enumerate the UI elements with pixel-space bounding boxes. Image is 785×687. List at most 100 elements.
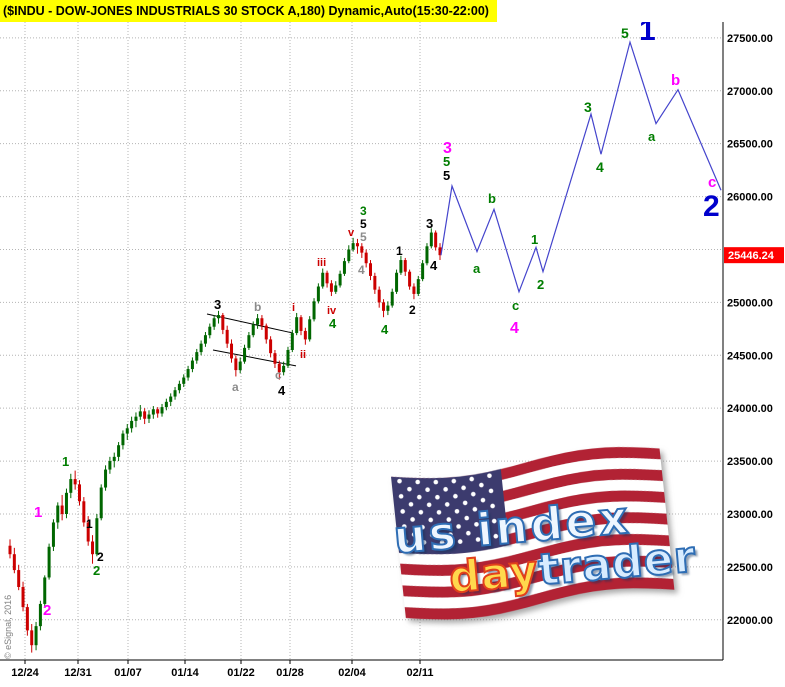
candle-body: [230, 343, 234, 359]
candle-body: [386, 305, 390, 311]
candle-body: [373, 275, 377, 290]
svg-text:v: v: [348, 227, 355, 239]
candle-body: [399, 260, 403, 273]
svg-text:5: 5: [360, 230, 367, 244]
svg-text:24500.00: 24500.00: [727, 350, 773, 362]
candle-body: [156, 409, 160, 414]
svg-text:2: 2: [703, 190, 720, 223]
candle-body: [186, 369, 190, 378]
svg-text:5: 5: [443, 154, 450, 169]
candle-body: [221, 315, 225, 330]
candle-body: [203, 335, 207, 344]
svg-text:b: b: [488, 191, 496, 206]
candle-body: [125, 428, 129, 434]
candle-body: [38, 603, 42, 627]
svg-text:a: a: [648, 129, 656, 144]
svg-text:23500.00: 23500.00: [727, 456, 773, 468]
candle-body: [30, 630, 34, 646]
projection-line: [440, 39, 722, 294]
candle-body: [256, 318, 260, 325]
price-axis-labels: 27500.00 27000.00 26500.00 26000.00 25000.00…: [727, 33, 773, 627]
svg-text:26000.00: 26000.00: [727, 192, 773, 204]
axes: [0, 22, 724, 664]
candle-body: [8, 545, 12, 555]
candle-body: [77, 484, 81, 502]
candle-body: [34, 626, 38, 646]
candle-body: [243, 347, 247, 362]
candle-body: [290, 333, 294, 350]
candle-body: [338, 273, 342, 286]
svg-text:5: 5: [621, 25, 629, 41]
candle-body: [73, 479, 77, 485]
candle-body: [95, 518, 99, 555]
candle-body: [286, 349, 290, 366]
candle-body: [112, 456, 116, 462]
candle-body: [360, 246, 364, 253]
candle-body: [321, 272, 325, 287]
chart-title: ($INDU - DOW-JONES INDUSTRIALS 30 STOCK …: [0, 0, 497, 22]
candle-body: [303, 330, 307, 340]
svg-text:1: 1: [639, 14, 656, 47]
candle-body: [325, 272, 329, 284]
candle-body: [117, 445, 121, 457]
candle-body: [364, 252, 368, 264]
svg-text:5: 5: [360, 217, 367, 231]
candle-body: [104, 469, 108, 488]
candle-body: [225, 329, 229, 344]
candle-body: [177, 383, 181, 391]
candle-body: [12, 554, 16, 571]
candle-body: [56, 505, 60, 523]
svg-text:3: 3: [584, 99, 592, 115]
candle-body: [282, 365, 286, 373]
candle-body: [160, 407, 164, 414]
candle-body: [342, 261, 346, 274]
watermark-day-text: day: [446, 545, 542, 605]
candle-body: [60, 505, 64, 514]
svg-text:3: 3: [360, 204, 367, 218]
svg-text:23000.00: 23000.00: [727, 509, 773, 521]
candle-body: [369, 263, 373, 276]
svg-text:12/31: 12/31: [64, 667, 92, 679]
candle-body: [425, 246, 429, 264]
svg-text:1: 1: [62, 454, 69, 469]
candle-body: [147, 414, 151, 419]
svg-text:5: 5: [443, 168, 450, 183]
candle-body: [251, 324, 255, 336]
svg-text:2: 2: [43, 602, 51, 619]
candle-body: [238, 361, 242, 371]
candle-body: [308, 319, 312, 340]
svg-text:02/11: 02/11: [407, 667, 434, 679]
svg-text:ii: ii: [300, 349, 306, 361]
candle-body: [347, 249, 351, 262]
svg-text:b: b: [671, 72, 680, 89]
svg-text:2: 2: [537, 277, 544, 292]
svg-text:c: c: [275, 368, 282, 382]
svg-text:iv: iv: [327, 305, 337, 317]
candle-body: [212, 318, 216, 327]
svg-text:24000.00: 24000.00: [727, 403, 773, 415]
svg-text:01/14: 01/14: [171, 667, 199, 679]
candle-body: [47, 546, 51, 578]
candle-body: [64, 492, 68, 514]
candle-body: [138, 411, 142, 417]
candle-body: [403, 260, 407, 272]
candle-body: [182, 377, 186, 384]
svg-text:25000.00: 25000.00: [727, 297, 773, 309]
candle-body: [316, 286, 320, 302]
svg-text:2: 2: [409, 303, 416, 317]
candle-body: [69, 479, 73, 493]
candle-body: [195, 352, 199, 361]
candle-body: [299, 317, 303, 331]
svg-text:22000.00: 22000.00: [727, 615, 773, 627]
candle-body: [264, 325, 268, 340]
svg-text:25446.24: 25446.24: [728, 250, 775, 262]
svg-text:1: 1: [86, 517, 93, 531]
svg-text:01/07: 01/07: [114, 667, 142, 679]
candle-body: [334, 285, 338, 292]
candle-body: [429, 232, 433, 247]
svg-text:4: 4: [596, 159, 604, 175]
watermark-logo: us index daytrader: [387, 447, 699, 635]
svg-text:c: c: [708, 174, 716, 191]
candle-body: [82, 501, 86, 523]
